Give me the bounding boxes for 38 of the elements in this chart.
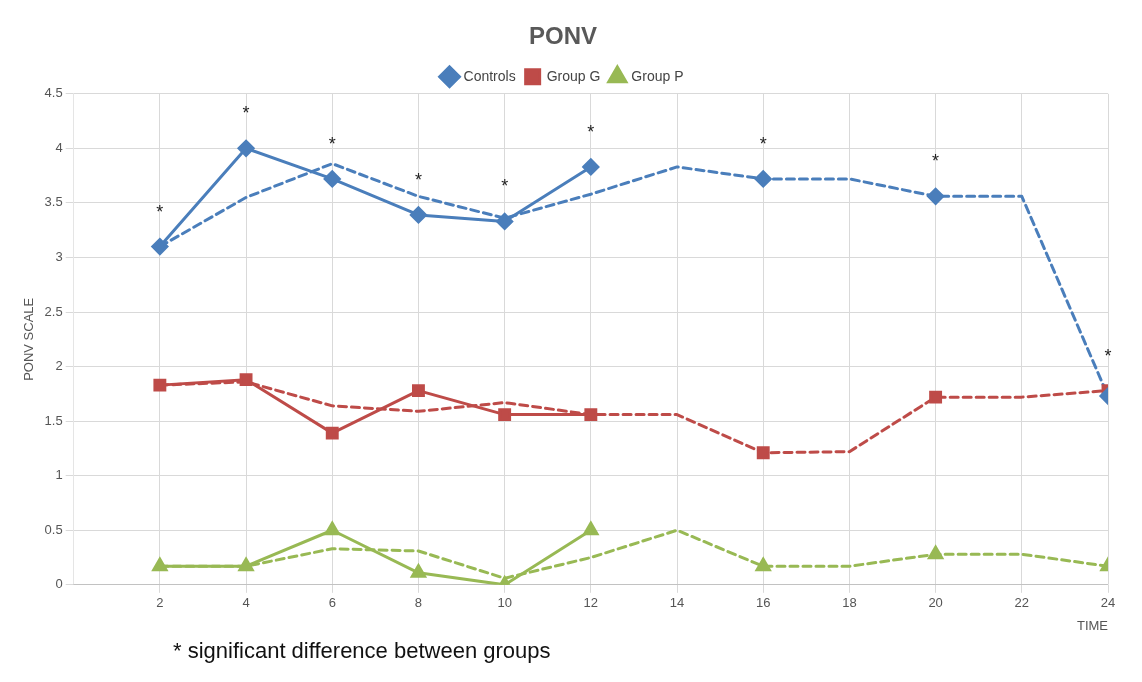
y-tick-label: 2.5 — [44, 303, 63, 319]
x-tick-label: 10 — [497, 595, 512, 611]
chart-title: PONV — [528, 22, 598, 50]
y-tick-label: 4 — [55, 139, 63, 155]
y-tick-label: 3.5 — [44, 194, 63, 210]
y-tick-label: 1.5 — [44, 412, 63, 428]
annotation: * — [242, 103, 250, 124]
x-tick-label: 22 — [1014, 595, 1030, 611]
legend-label: Group G — [546, 67, 601, 84]
x-axis-title: TIME — [1076, 617, 1109, 633]
x-tick-label: 2 — [156, 595, 164, 611]
y-tick-label: 4.5 — [44, 85, 63, 101]
x-tick-label: 16 — [755, 595, 771, 611]
x-tick-label: 6 — [328, 595, 336, 611]
x-tick-label: 12 — [583, 595, 599, 611]
annotation: * — [328, 133, 336, 154]
legend-label: Controls — [463, 67, 516, 84]
y-tick-label: 0.5 — [44, 521, 63, 537]
x-tick-label: 8 — [414, 595, 423, 611]
x-tick-label: 18 — [842, 595, 857, 611]
y-tick-label: 2 — [55, 358, 63, 374]
annotation: * — [501, 176, 509, 197]
legend-label: Group P — [631, 67, 684, 84]
y-tick-label: 3 — [55, 249, 63, 265]
text: * significant difference between groups — [173, 638, 552, 664]
annotation: * — [414, 169, 422, 190]
x-tick-label: 14 — [669, 595, 685, 611]
y-tick-label: 0 — [55, 576, 63, 592]
y-axis-title: PONV SCALE — [21, 297, 37, 381]
annotation: * — [932, 151, 940, 172]
y-tick-label: 1 — [55, 467, 63, 483]
annotation: * — [156, 201, 164, 222]
annotation: * — [1104, 345, 1112, 366]
x-tick-label: 4 — [242, 595, 250, 611]
x-tick-label: 20 — [928, 595, 943, 611]
x-tick-label: 24 — [1100, 595, 1116, 611]
annotation: * — [759, 133, 767, 154]
annotation: * — [587, 121, 595, 142]
